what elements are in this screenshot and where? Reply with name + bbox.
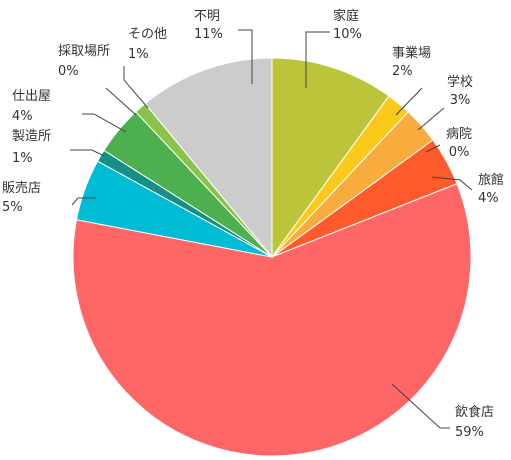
leader-line-学校	[417, 107, 445, 131]
slice-label-name: 不明	[194, 9, 220, 24]
slice-label-percent: 2%	[392, 64, 413, 79]
leader-line-旅館	[431, 176, 473, 191]
slice-label-percent: 3%	[450, 93, 471, 108]
slice-labels: 家庭 10% 事業場 2% 学校 3% 病院 0% 旅館 4% 飲食店 59% 販売店 5% 製造所 1% 仕出…	[2, 8, 504, 440]
slice-label-name: 病院	[446, 127, 472, 142]
slice-label-name: 飲食店	[455, 404, 494, 420]
slice-label-percent: 0%	[449, 145, 470, 160]
leader-line-その他	[123, 66, 149, 109]
leader-line-飲食店	[391, 383, 450, 429]
slice-label-percent: 4%	[478, 191, 499, 206]
slice-label-name: その他	[128, 27, 167, 42]
slice-label-percent: 59%	[455, 425, 484, 440]
slice-label-percent: 1%	[12, 151, 33, 166]
leader-line-販売店	[71, 197, 96, 206]
slice-label-name: 事業場	[392, 45, 431, 61]
slice-label-percent: 4%	[12, 109, 33, 124]
slice-label-name: 採取場所	[58, 44, 110, 59]
slice-label-percent: 5%	[2, 200, 23, 215]
slice-label-name: 仕出屋	[12, 89, 51, 104]
leader-line-製造所	[70, 149, 105, 157]
pie-slices	[72, 57, 472, 457]
slice-label-percent: 0%	[58, 64, 79, 79]
leader-lines	[70, 29, 473, 429]
slice-label-name: 学校	[447, 74, 473, 90]
slice-label-percent: 1%	[128, 47, 149, 62]
slice-label-name: 製造所	[12, 129, 51, 144]
slice-label-name: 家庭	[333, 8, 359, 24]
leader-line-事業場	[395, 87, 423, 116]
slice-label-percent: 10%	[333, 27, 362, 42]
leader-line-家庭	[305, 31, 330, 88]
leader-line-病院	[425, 144, 441, 153]
leader-line-不明	[238, 29, 253, 84]
leader-line-採取場所	[105, 87, 137, 116]
slice-不明	[144, 57, 273, 259]
slice-label-percent: 11%	[194, 27, 223, 42]
leader-line-仕出屋	[82, 113, 127, 133]
slice-label-name: 販売店	[2, 180, 41, 196]
slice-label-name: 旅館	[478, 173, 504, 188]
slice-飲食店	[72, 183, 472, 457]
slice-家庭	[271, 57, 390, 259]
